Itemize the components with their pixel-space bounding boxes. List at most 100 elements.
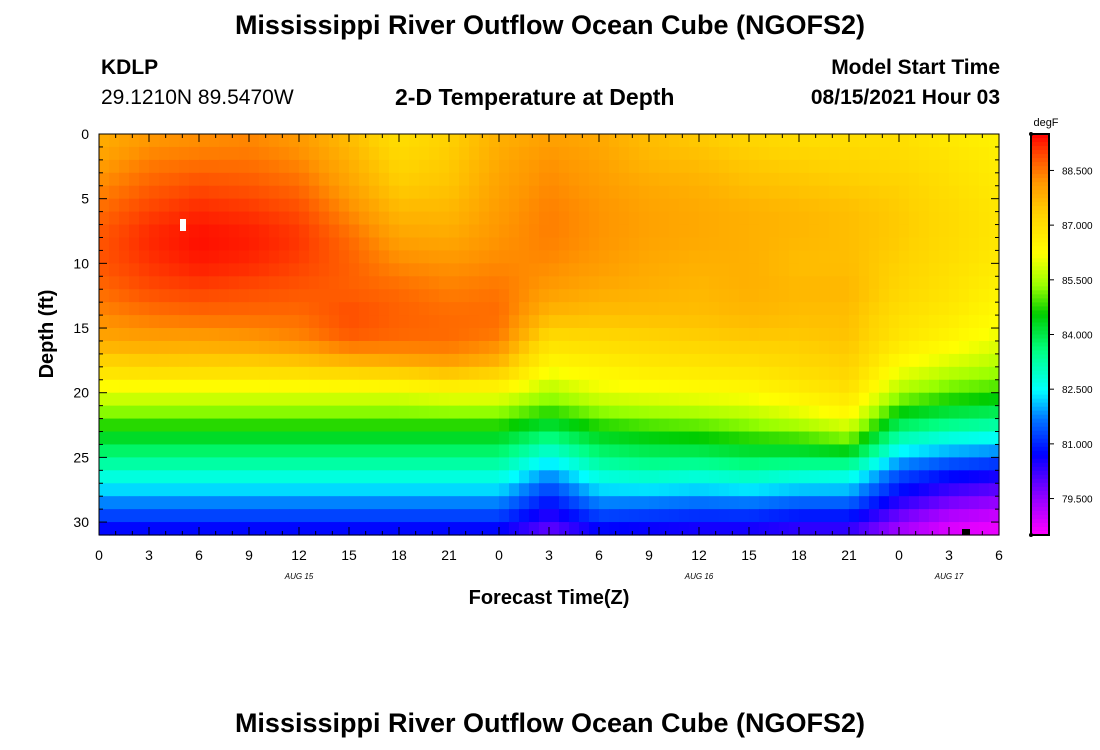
heatmap-cell [929, 431, 940, 446]
heatmap-cell [249, 146, 260, 161]
heatmap-cell [909, 366, 920, 381]
heatmap-cell [429, 263, 440, 277]
heatmap-cell [639, 496, 650, 510]
heatmap-cell [629, 146, 640, 161]
heatmap-cell [459, 146, 470, 161]
heatmap-cell [409, 211, 420, 226]
heatmap-cell [289, 444, 300, 458]
heatmap-cell [219, 237, 230, 252]
heatmap-cell [179, 379, 190, 394]
x-tick-label: 0 [495, 547, 503, 563]
heatmap-cell [809, 509, 820, 523]
heatmap-cell [799, 146, 810, 161]
heatmap-cell [399, 185, 410, 200]
heatmap-cell [719, 340, 730, 355]
heatmap-cell [849, 315, 860, 329]
heatmap-cell [949, 250, 960, 264]
heatmap-cell [499, 185, 510, 200]
heatmap-cell [249, 366, 260, 381]
heatmap-cell [679, 224, 690, 239]
heatmap-cell [649, 198, 660, 213]
heatmap-cell [369, 224, 380, 239]
heatmap-cell [849, 224, 860, 239]
heatmap-cell [989, 302, 1000, 316]
heatmap-cell [929, 328, 940, 342]
heatmap-cell [519, 172, 530, 187]
heatmap-cell [759, 172, 770, 187]
heatmap-cell [929, 353, 940, 368]
heatmap-cell [659, 405, 670, 420]
heatmap-cell [129, 172, 140, 187]
heatmap-cell [429, 340, 440, 355]
heatmap-cell [959, 263, 970, 277]
heatmap-cell [179, 211, 190, 226]
heatmap-cell [969, 444, 980, 458]
heatmap-cell [839, 315, 850, 329]
heatmap-cell [419, 328, 430, 342]
heatmap-cell [219, 366, 230, 381]
heatmap-cell [679, 211, 690, 226]
heatmap-cell [419, 405, 430, 420]
heatmap-cell [699, 340, 710, 355]
heatmap-cell [779, 353, 790, 368]
heatmap-cell [529, 470, 540, 484]
heatmap-cell [409, 457, 420, 471]
heatmap-cell [799, 211, 810, 226]
colorbar-swatch [1031, 198, 1049, 203]
heatmap-cell [229, 470, 240, 484]
heatmap-cell [689, 483, 700, 497]
heatmap-cell [529, 522, 540, 536]
heatmap-cell [209, 250, 220, 264]
heatmap-cell [989, 263, 1000, 277]
heatmap-cell [289, 315, 300, 329]
heatmap-cell [769, 470, 780, 484]
heatmap-cell [869, 237, 880, 252]
heatmap-cell [789, 198, 800, 213]
heatmap-cell [859, 366, 870, 381]
heatmap-cell [309, 379, 320, 394]
heatmap-cell [179, 457, 190, 471]
heatmap-cell [599, 483, 610, 497]
heatmap-cell [369, 353, 380, 368]
heatmap-cell [799, 483, 810, 497]
heatmap-cell [809, 444, 820, 458]
heatmap-cell [159, 392, 170, 407]
heatmap-cell [329, 366, 340, 381]
heatmap-cell [119, 353, 130, 368]
heatmap-cell [699, 522, 710, 536]
heatmap-cell [369, 379, 380, 394]
heatmap-cell [279, 353, 290, 368]
heatmap-cell [829, 134, 840, 148]
heatmap-cell [229, 198, 240, 213]
heatmap-cell [759, 263, 770, 277]
heatmap-cell [449, 185, 460, 200]
heatmap-cell [219, 211, 230, 226]
heatmap-cell [109, 146, 120, 161]
heatmap-cell [429, 159, 440, 174]
heatmap-cell [489, 509, 500, 523]
heatmap-cell [249, 224, 260, 239]
y-tick-label: 15 [73, 320, 89, 336]
heatmap-cell [99, 392, 110, 407]
heatmap-cell [319, 198, 330, 213]
heatmap-cell [959, 444, 970, 458]
heatmap-cell [209, 470, 220, 484]
heatmap-cell [219, 353, 230, 368]
heatmap-cell [769, 185, 780, 200]
heatmap-cell [179, 496, 190, 510]
heatmap-cell [309, 418, 320, 433]
heatmap-cell [99, 418, 110, 433]
heatmap-cell [519, 289, 530, 303]
heatmap-cell [769, 405, 780, 420]
heatmap-cell [629, 418, 640, 433]
heatmap-cell [339, 328, 350, 342]
colorbar-swatch [1031, 354, 1049, 360]
heatmap-cell [919, 457, 930, 471]
heatmap-cell [549, 483, 560, 497]
heatmap-cell [269, 185, 280, 200]
heatmap-cell [839, 237, 850, 252]
heatmap-cell [639, 146, 650, 161]
heatmap-cell [349, 237, 360, 252]
heatmap-cell [419, 315, 430, 329]
